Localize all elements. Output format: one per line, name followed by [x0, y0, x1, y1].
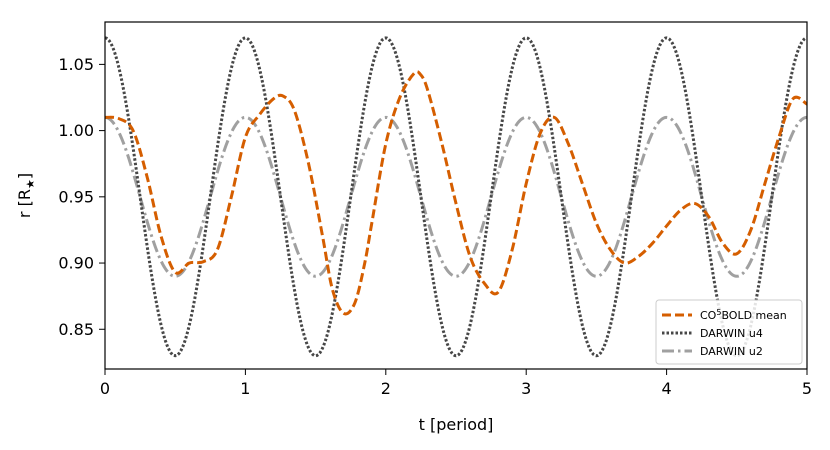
legend: CO5BOLD mean DARWIN u4 DARWIN u2 — [655, 299, 803, 365]
y-axis-label-main: r [R — [15, 189, 34, 218]
series-darwin-u2 — [105, 115, 807, 278]
y-axis-label-close: ] — [15, 173, 34, 179]
x-axis-label: t [period] — [419, 415, 494, 434]
x-tick-label: 4 — [662, 379, 672, 398]
plot-frame — [104, 21, 808, 370]
legend-label-co5bold: CO5BOLD mean — [700, 308, 787, 322]
x-tick-label: 1 — [240, 379, 250, 398]
x-tick-label: 2 — [381, 379, 391, 398]
y-tick-label: 1.00 — [58, 121, 94, 140]
series-co5bold-mean — [105, 70, 807, 316]
axis-ticks: 0 1 2 3 4 5 0.85 0.90 0.95 1.00 1.05 — [58, 55, 812, 398]
y-tick-label: 0.90 — [58, 254, 94, 273]
legend-label-darwin-u2: DARWIN u2 — [700, 345, 763, 358]
legend-label-co5bold-rest: BOLD mean — [721, 309, 786, 322]
y-axis-label-star: ★ — [24, 179, 37, 189]
y-tick-label: 1.05 — [58, 55, 94, 74]
y-tick-label: 0.85 — [58, 320, 94, 339]
x-tick-label: 0 — [100, 379, 110, 398]
legend-label-co5bold-main: CO — [700, 309, 717, 322]
series-darwin-u4 — [105, 36, 807, 358]
y-tick-label: 0.95 — [58, 187, 94, 206]
legend-box — [655, 299, 803, 365]
x-tick-label: 5 — [802, 379, 812, 398]
legend-label-darwin-u4: DARWIN u4 — [700, 327, 763, 340]
legend-label-co5bold-sup: 5 — [716, 308, 721, 317]
series-layer — [105, 36, 807, 358]
x-tick-label: 3 — [521, 379, 531, 398]
y-axis-label: r [R★] — [15, 173, 37, 218]
